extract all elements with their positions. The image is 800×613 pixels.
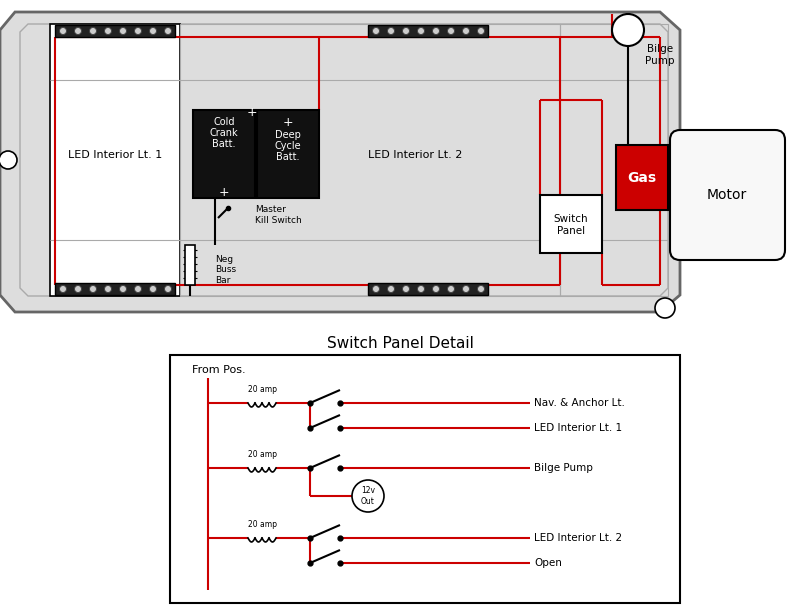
Circle shape xyxy=(74,286,82,292)
Bar xyxy=(180,24,560,296)
Text: 20 amp: 20 amp xyxy=(249,385,278,394)
Text: Switch Panel Detail: Switch Panel Detail xyxy=(326,335,474,351)
Text: Bilge Pump: Bilge Pump xyxy=(534,463,593,473)
Circle shape xyxy=(59,28,66,34)
Text: +: + xyxy=(246,105,258,118)
Circle shape xyxy=(478,28,485,34)
Text: Motor: Motor xyxy=(707,188,747,202)
Circle shape xyxy=(402,286,410,292)
Circle shape xyxy=(612,14,644,46)
Circle shape xyxy=(90,28,97,34)
Circle shape xyxy=(119,286,126,292)
Bar xyxy=(55,25,175,37)
Circle shape xyxy=(462,28,470,34)
Text: From Pos.: From Pos. xyxy=(192,365,246,375)
Bar xyxy=(257,110,319,198)
Text: LED Interior Lt. 1: LED Interior Lt. 1 xyxy=(68,150,162,160)
Text: 20 amp: 20 amp xyxy=(249,450,278,459)
Circle shape xyxy=(373,286,379,292)
Circle shape xyxy=(352,480,384,512)
Bar xyxy=(50,24,180,296)
Circle shape xyxy=(134,28,142,34)
Text: +: + xyxy=(282,115,294,129)
Circle shape xyxy=(165,28,171,34)
Bar xyxy=(170,355,680,603)
Text: Cold: Cold xyxy=(214,117,234,127)
Circle shape xyxy=(402,28,410,34)
Text: Crank: Crank xyxy=(210,128,238,138)
Bar xyxy=(540,195,602,253)
Bar xyxy=(368,283,488,295)
Bar xyxy=(185,245,195,285)
Text: Nav. & Anchor Lt.: Nav. & Anchor Lt. xyxy=(534,398,625,408)
Circle shape xyxy=(433,28,439,34)
Circle shape xyxy=(165,286,171,292)
Text: LED Interior Lt. 1: LED Interior Lt. 1 xyxy=(534,423,622,433)
Text: Gas: Gas xyxy=(627,171,657,185)
Circle shape xyxy=(119,28,126,34)
Bar xyxy=(560,24,668,296)
Circle shape xyxy=(105,286,111,292)
Text: Batt.: Batt. xyxy=(276,152,300,162)
Circle shape xyxy=(462,286,470,292)
Text: Bilge
Pump: Bilge Pump xyxy=(646,44,674,66)
Bar xyxy=(55,283,175,295)
Text: +: + xyxy=(218,186,230,199)
FancyBboxPatch shape xyxy=(670,130,785,260)
Circle shape xyxy=(478,286,485,292)
Bar xyxy=(368,25,488,37)
Circle shape xyxy=(74,28,82,34)
Text: LED Interior Lt. 2: LED Interior Lt. 2 xyxy=(368,150,462,160)
Circle shape xyxy=(447,286,454,292)
Circle shape xyxy=(0,151,17,169)
Circle shape xyxy=(387,28,394,34)
Circle shape xyxy=(90,286,97,292)
Circle shape xyxy=(447,28,454,34)
Circle shape xyxy=(418,286,425,292)
Bar xyxy=(616,145,668,210)
Circle shape xyxy=(105,28,111,34)
Text: Deep: Deep xyxy=(275,130,301,140)
Circle shape xyxy=(150,286,157,292)
Circle shape xyxy=(150,28,157,34)
Text: LED Interior Lt. 2: LED Interior Lt. 2 xyxy=(534,533,622,543)
Circle shape xyxy=(134,286,142,292)
Circle shape xyxy=(373,28,379,34)
Circle shape xyxy=(59,286,66,292)
Text: Master
Kill Switch: Master Kill Switch xyxy=(255,205,302,225)
Circle shape xyxy=(433,286,439,292)
Circle shape xyxy=(655,298,675,318)
Bar xyxy=(193,110,255,198)
Text: Open: Open xyxy=(534,558,562,568)
Text: 20 amp: 20 amp xyxy=(249,520,278,529)
Text: Switch
Panel: Switch Panel xyxy=(554,214,588,236)
Text: Batt.: Batt. xyxy=(212,139,236,149)
Text: Neg
Buss
Bar: Neg Buss Bar xyxy=(215,255,236,285)
Circle shape xyxy=(387,286,394,292)
Text: Cycle: Cycle xyxy=(274,141,302,151)
Text: 12v
Out: 12v Out xyxy=(361,486,375,506)
Polygon shape xyxy=(0,12,680,312)
Circle shape xyxy=(418,28,425,34)
